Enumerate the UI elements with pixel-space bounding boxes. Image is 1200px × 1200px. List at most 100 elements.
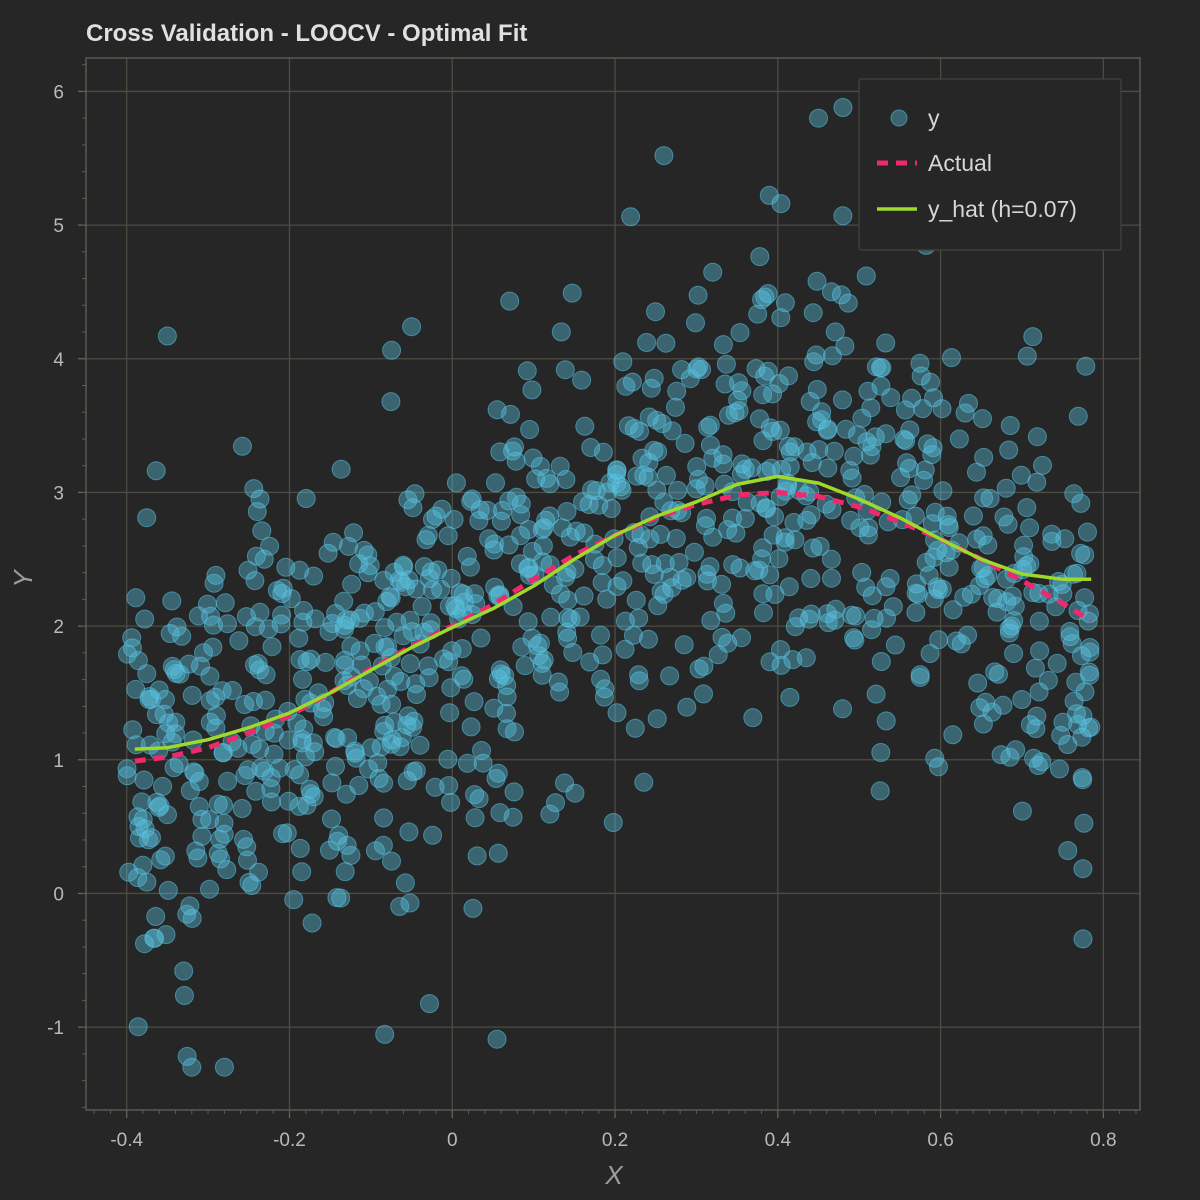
- scatter-point: [487, 1029, 507, 1049]
- scatter-point: [712, 574, 732, 594]
- scatter-point: [700, 415, 720, 435]
- scatter-point: [335, 655, 355, 675]
- scatter-point: [139, 830, 158, 850]
- scatter-point: [818, 458, 838, 478]
- scatter-point: [206, 565, 226, 585]
- scatter-point: [968, 673, 988, 693]
- scatter-point: [1012, 801, 1032, 821]
- scatter-point: [423, 825, 443, 845]
- scatter-point: [1025, 658, 1045, 678]
- scatter-point: [750, 247, 770, 267]
- axis-ticks: -0.4 -0.2 0 0.2 0.4 0.6 0.8 -1 0 1 2 3 4 5 6: [47, 64, 1137, 1151]
- scatter-point: [117, 759, 137, 779]
- scatter-point: [616, 376, 636, 396]
- scatter-point: [322, 773, 342, 793]
- scatter-point: [203, 637, 223, 657]
- scatter-point: [687, 457, 707, 477]
- scatter-point: [548, 672, 568, 692]
- scatter-point: [615, 611, 635, 631]
- scatter-point: [1080, 665, 1100, 685]
- scatter-point: [985, 662, 1005, 682]
- scatter-point: [358, 545, 378, 565]
- scatter-point: [555, 773, 574, 793]
- scatter-point: [585, 550, 604, 570]
- scatter-point: [809, 440, 829, 460]
- scatter-point: [715, 374, 735, 394]
- y-tick-label: 3: [53, 483, 64, 504]
- scatter-point: [746, 359, 766, 379]
- scatter-point: [842, 605, 862, 625]
- scatter-point: [621, 207, 641, 227]
- scatter-point: [491, 664, 511, 684]
- scatter-point: [428, 560, 448, 580]
- scatter-point: [1011, 465, 1031, 485]
- scatter-point: [779, 577, 799, 597]
- scatter-point: [157, 326, 177, 346]
- scatter-point: [801, 569, 821, 588]
- scatter-point: [601, 499, 621, 518]
- scatter-point: [933, 481, 953, 501]
- scatter-point: [686, 313, 705, 333]
- scatter-point: [876, 424, 896, 444]
- scatter-point: [438, 749, 458, 769]
- scatter-point: [771, 640, 790, 660]
- scatter-point: [394, 557, 414, 577]
- scatter-point: [154, 704, 174, 724]
- scatter-point: [246, 781, 266, 801]
- scatter-point: [323, 532, 343, 552]
- scatter-point: [223, 681, 242, 700]
- scatter-point: [301, 784, 321, 804]
- scatter-point: [607, 703, 627, 723]
- scatter-point: [556, 470, 576, 489]
- scatter-point: [1078, 611, 1098, 631]
- scatter-point: [146, 461, 166, 481]
- scatter-point: [522, 380, 542, 400]
- scatter-point: [541, 607, 561, 627]
- scatter-point: [530, 633, 550, 653]
- scatter-point: [694, 656, 714, 676]
- legend-label-actual: Actual: [928, 150, 992, 176]
- scatter-point: [836, 419, 856, 439]
- scatter-point: [831, 285, 851, 305]
- scatter-point: [400, 893, 420, 913]
- scatter-point: [1072, 646, 1091, 666]
- scatter-point: [723, 555, 743, 575]
- scatter-point: [752, 290, 772, 310]
- scatter-point: [630, 421, 649, 441]
- scatter-point: [1029, 682, 1049, 702]
- scatter-point: [656, 333, 676, 353]
- scatter-point: [462, 489, 482, 509]
- scatter-point: [856, 266, 876, 286]
- scatter-point: [457, 546, 477, 566]
- scatter-point: [817, 420, 837, 440]
- scatter-point: [757, 499, 777, 518]
- plot-area-frame: [85, 57, 1141, 1111]
- scatter-point: [495, 666, 515, 686]
- legend-marker-y: [890, 109, 908, 127]
- scatter-point: [785, 437, 805, 457]
- scatter-point: [1067, 704, 1086, 724]
- scatter-point: [551, 322, 571, 342]
- scatter-point: [326, 756, 345, 776]
- scatter-point: [703, 262, 723, 282]
- scatter-point: [1073, 859, 1093, 879]
- scatter-point: [755, 287, 775, 307]
- scatter-point: [204, 573, 224, 593]
- scatter-point: [331, 888, 351, 908]
- scatter-point: [713, 445, 733, 465]
- x-tick-label: 0.2: [602, 1130, 628, 1151]
- scatter-point: [153, 776, 173, 796]
- y-tick-label: 0: [53, 884, 64, 905]
- scatter-point: [906, 602, 926, 622]
- scatter-point: [745, 561, 765, 581]
- scatter-point: [390, 737, 410, 757]
- scatter-point: [297, 652, 317, 672]
- scatter-point: [276, 557, 296, 577]
- scatter-point: [341, 636, 361, 656]
- scatter-point: [779, 366, 798, 386]
- scatter-point: [618, 416, 638, 436]
- scatter-point: [375, 715, 395, 735]
- scatter-point: [842, 468, 862, 488]
- scatter-point: [465, 808, 485, 828]
- scatter-point: [844, 628, 864, 648]
